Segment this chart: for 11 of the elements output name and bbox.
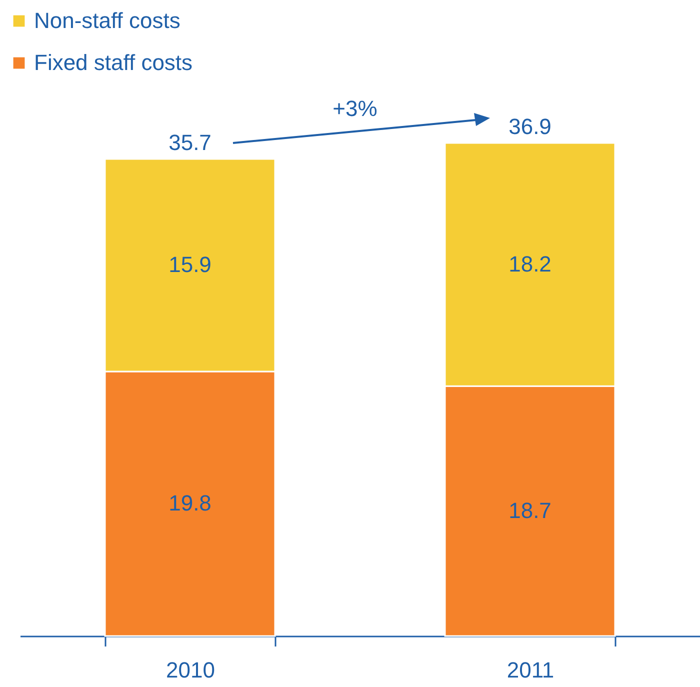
text: +3% — [332, 96, 378, 122]
x-tick-label: 2010 — [166, 658, 215, 682]
total-label: 35.7 — [168, 130, 212, 156]
total-label: 36.9 — [508, 114, 552, 139]
data-label: 15.9 — [168, 252, 212, 278]
data-label: 18.7 — [508, 498, 552, 524]
x-tick-label: 2011 — [506, 658, 554, 682]
legend-label: Non-staff costs — [34, 8, 180, 33]
legend-label: Fixed staff costs — [34, 50, 193, 75]
data-label: 18.2 — [508, 252, 552, 277]
data-label: 19.8 — [168, 490, 212, 516]
